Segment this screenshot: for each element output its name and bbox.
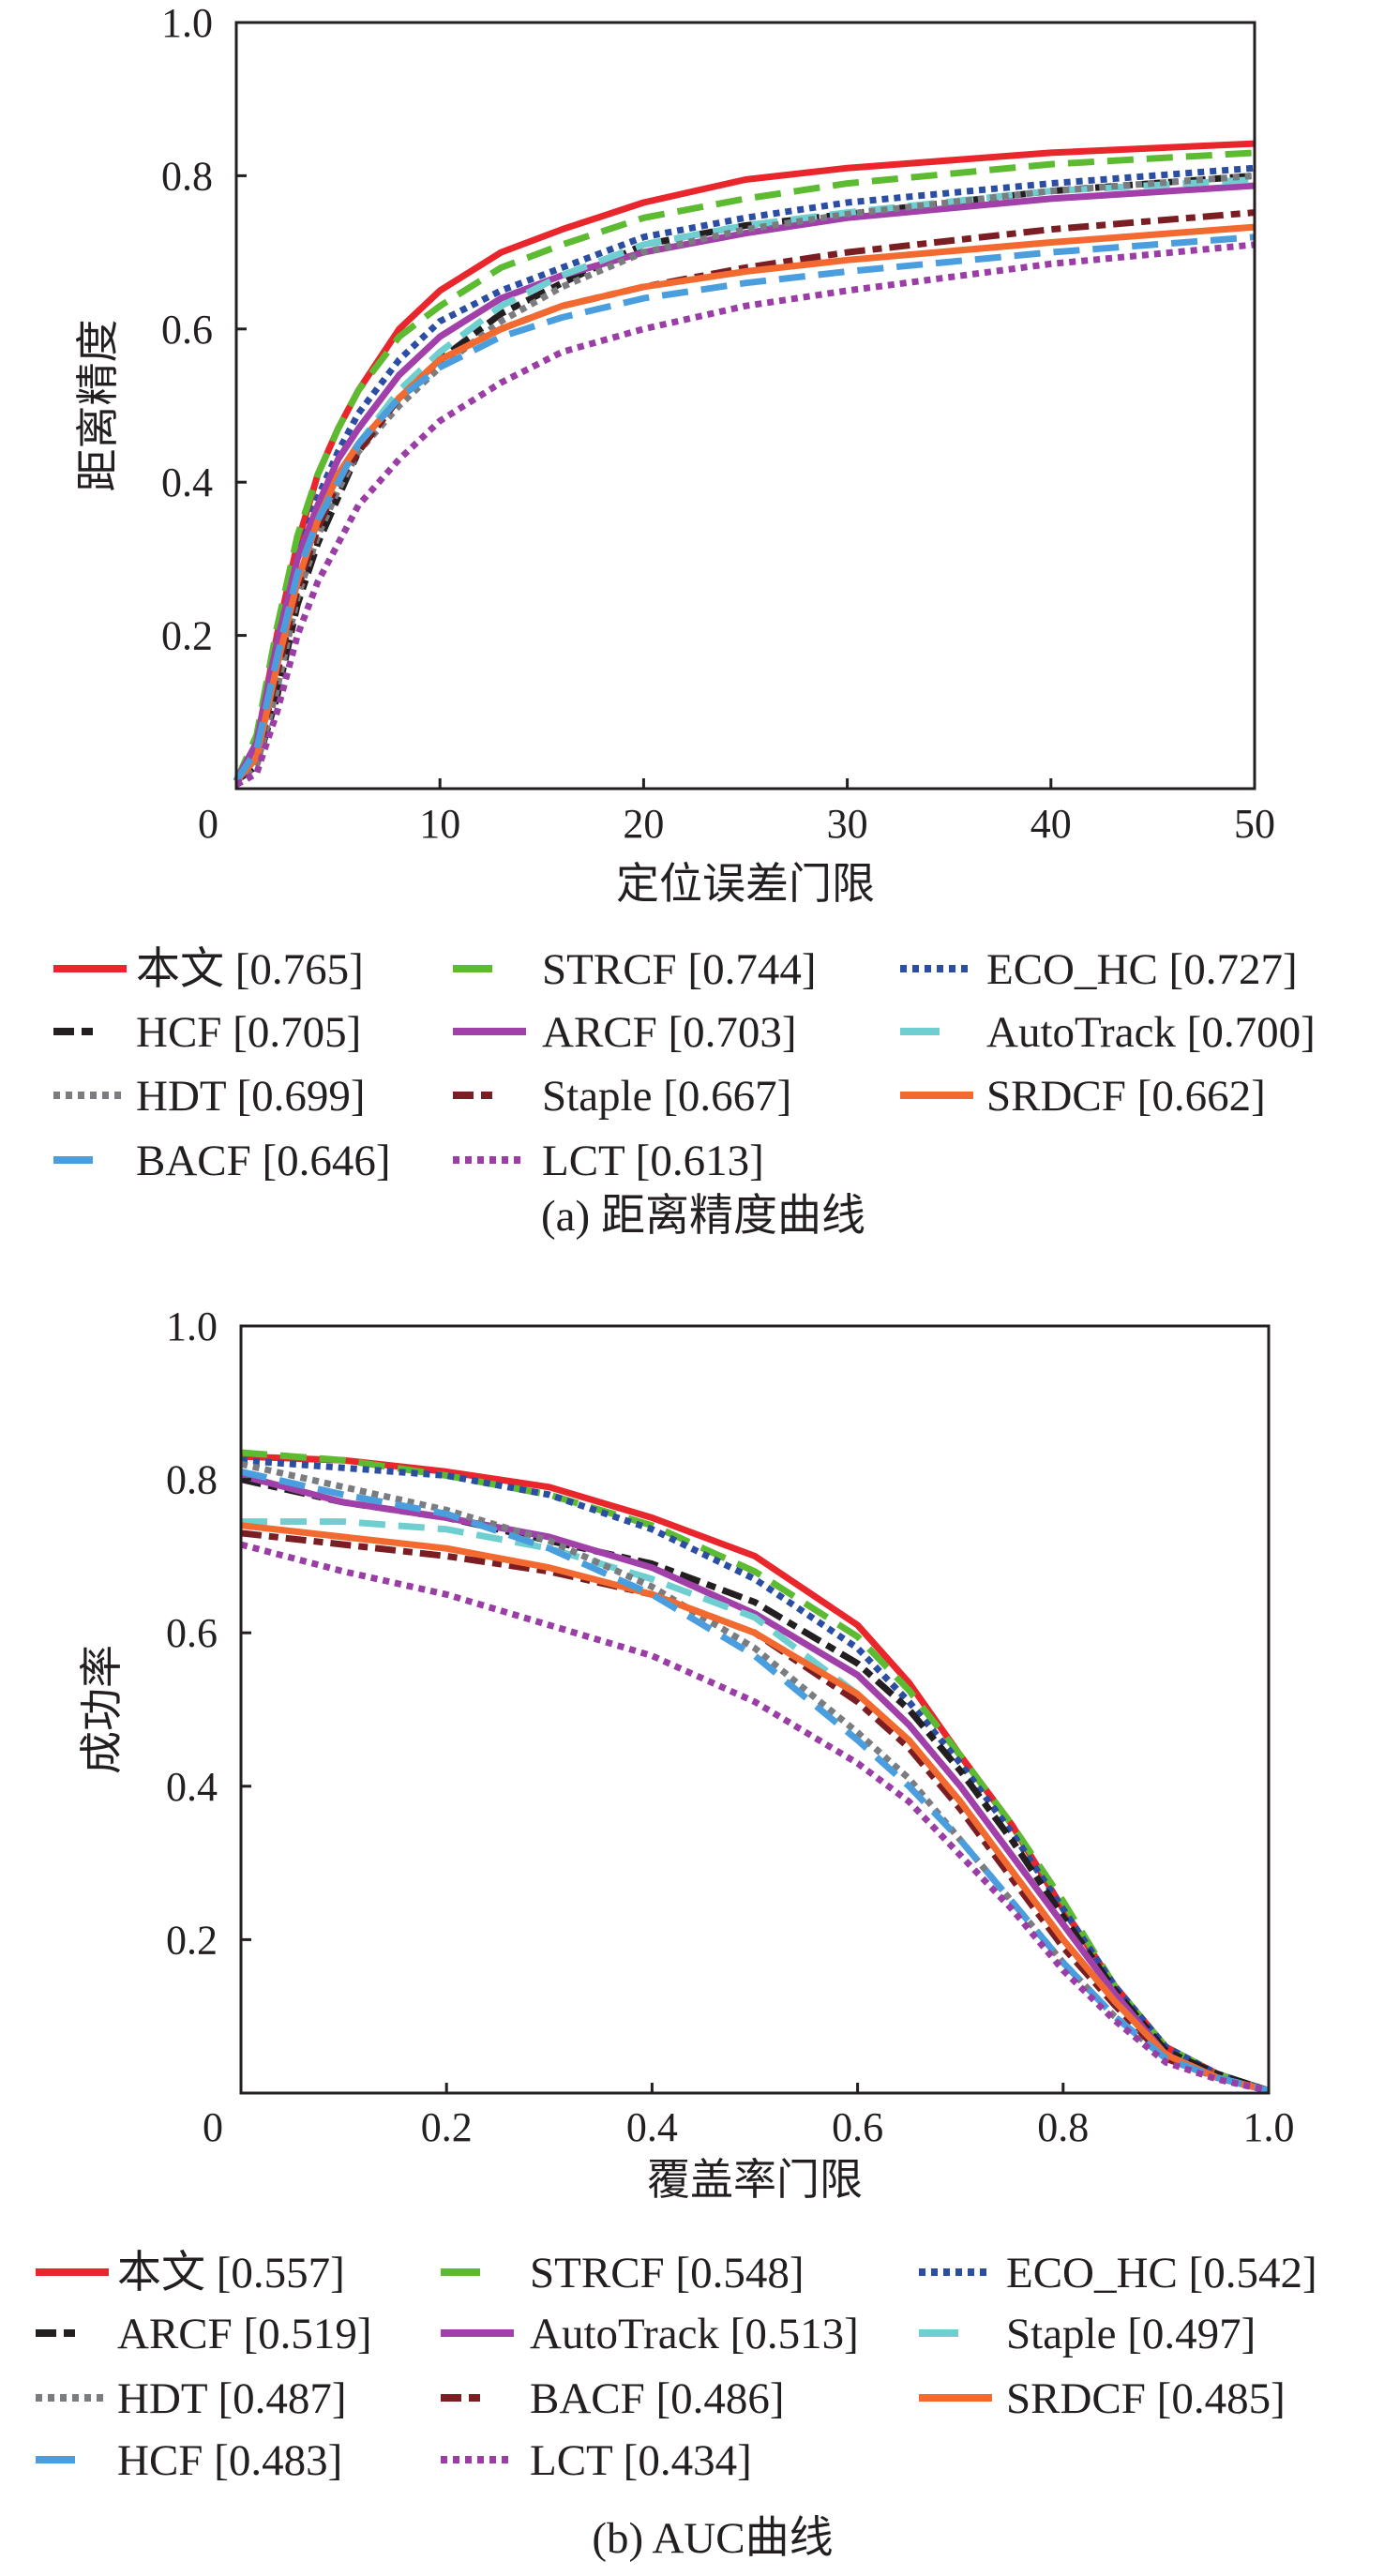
legend-label: ARCF [0.519] bbox=[117, 2310, 372, 2358]
legend-item: ECO_HC [0.727] bbox=[900, 945, 1298, 994]
series-line-10 bbox=[234, 241, 1256, 788]
y-axis-label: 成功率 bbox=[78, 1645, 126, 1774]
legend-label: STRCF [0.744] bbox=[542, 945, 817, 994]
series-line-1 bbox=[233, 149, 1256, 783]
x-tick-label: 1.0 bbox=[1243, 2104, 1295, 2150]
legend-item: HCF [0.705] bbox=[53, 1008, 361, 1057]
y-tick-label: 0.4 bbox=[161, 459, 213, 505]
chart-1: 0 0.2 0.4 0.6 0.8 1.0 0.2 0.4 0.6 0.8 1.0 覆盖率门限 成功率本… bbox=[36, 1303, 1317, 2563]
x-axis-label: 覆盖率门限 bbox=[647, 2156, 863, 2204]
chart-caption: (b) AUC曲线 bbox=[592, 2514, 833, 2563]
legend-item: AutoTrack [0.513] bbox=[441, 2310, 859, 2358]
x-tick-label: 0.2 bbox=[421, 2104, 473, 2150]
series-line-8 bbox=[240, 1522, 1270, 2094]
x-tick-label: 30 bbox=[827, 801, 868, 847]
legend-label: SRDCF [0.485] bbox=[1006, 2374, 1286, 2423]
plot-frame bbox=[239, 1324, 1271, 2095]
y-tick-label: 0.8 bbox=[166, 1457, 218, 1503]
legend-label: 本文 [0.557] bbox=[117, 2249, 345, 2297]
x-tick-label: 0.8 bbox=[1037, 2104, 1089, 2150]
legend-label: ECO_HC [0.542] bbox=[1006, 2249, 1317, 2297]
legend-item: ARCF [0.703] bbox=[453, 1008, 797, 1057]
legend-label: HDT [0.699] bbox=[136, 1072, 366, 1121]
y-tick-label: 0.2 bbox=[161, 613, 213, 659]
legend-label: SRDCF [0.662] bbox=[986, 1072, 1266, 1121]
legend-label: Staple [0.667] bbox=[542, 1072, 791, 1121]
legend-item: BACF [0.646] bbox=[53, 1137, 391, 1185]
legend-label: BACF [0.646] bbox=[136, 1137, 391, 1185]
x-tick-label: 10 bbox=[419, 801, 460, 847]
legend-label: STRCF [0.548] bbox=[530, 2249, 805, 2297]
x-axis-label: 定位误差门限 bbox=[616, 860, 875, 908]
series-line-9 bbox=[233, 233, 1256, 783]
legend-item: HDT [0.487] bbox=[36, 2374, 347, 2423]
legend: 本文 [0.765] STRCF [0.744] ECO_HC [0.727] HCF… bbox=[53, 945, 1316, 1185]
legend-item: ARCF [0.519] bbox=[36, 2310, 372, 2358]
legend-label: HDT [0.487] bbox=[117, 2374, 347, 2423]
legend-item: HCF [0.483] bbox=[36, 2436, 342, 2485]
legend-label: 本文 [0.765] bbox=[136, 945, 364, 994]
legend-label: HCF [0.705] bbox=[136, 1008, 361, 1057]
legend-item: 本文 [0.557] bbox=[36, 2249, 345, 2297]
x-tick-label: 40 bbox=[1030, 801, 1072, 847]
legend-item: SRDCF [0.485] bbox=[919, 2374, 1286, 2423]
y-tick-label: 0.2 bbox=[166, 1917, 218, 1963]
legend-item: STRCF [0.548] bbox=[441, 2249, 805, 2297]
y-tick-label: 0.4 bbox=[166, 1764, 218, 1810]
legend-label: LCT [0.434] bbox=[530, 2436, 752, 2485]
y-tick-label: 0.6 bbox=[166, 1610, 218, 1656]
legend-label: HCF [0.483] bbox=[117, 2436, 342, 2485]
chart-caption: (a) 距离精度曲线 bbox=[541, 1192, 865, 1241]
series-line-1 bbox=[240, 1449, 1271, 2094]
legend-item: 本文 [0.765] bbox=[53, 945, 364, 994]
series-line-7 bbox=[233, 209, 1256, 784]
legend-item: HDT [0.699] bbox=[53, 1072, 366, 1121]
legend-label: LCT [0.613] bbox=[542, 1137, 764, 1185]
legend-item: Staple [0.497] bbox=[919, 2310, 1256, 2358]
legend-label: ARCF [0.703] bbox=[542, 1008, 797, 1057]
x-tick-label: 0.6 bbox=[832, 2104, 883, 2150]
legend-item: BACF [0.486] bbox=[441, 2374, 785, 2423]
legend-label: BACF [0.486] bbox=[530, 2374, 785, 2423]
x-tick-label: 50 bbox=[1234, 801, 1275, 847]
y-tick-label: 0.6 bbox=[161, 307, 213, 353]
series-line-8 bbox=[233, 223, 1256, 784]
legend-label: Staple [0.497] bbox=[1006, 2310, 1256, 2358]
legend-item: AutoTrack [0.700] bbox=[900, 1008, 1316, 1057]
y-axis-label: 距离精度 bbox=[74, 320, 122, 492]
legend-item: SRDCF [0.662] bbox=[900, 1072, 1266, 1121]
legend-item: LCT [0.434] bbox=[441, 2436, 752, 2485]
legend-label: AutoTrack [0.700] bbox=[986, 1008, 1316, 1057]
legend-item: LCT [0.613] bbox=[453, 1137, 764, 1185]
legend: 本文 [0.557] STRCF [0.548] ECO_HC [0.542] ARC… bbox=[36, 2249, 1317, 2485]
legend-item: Staple [0.667] bbox=[453, 1072, 791, 1121]
legend-item: STRCF [0.744] bbox=[453, 945, 817, 994]
series-line-10 bbox=[240, 1541, 1270, 2094]
legend-label: ECO_HC [0.727] bbox=[986, 945, 1298, 994]
series-line-4 bbox=[233, 182, 1256, 783]
plot-frame bbox=[234, 21, 1256, 791]
legend-label: AutoTrack [0.513] bbox=[530, 2310, 859, 2358]
y-tick-label: 0.8 bbox=[161, 153, 213, 199]
y-tick-label: 1.0 bbox=[161, 0, 213, 46]
x-tick-label: 0 bbox=[203, 2104, 223, 2150]
legend-item: ECO_HC [0.542] bbox=[919, 2249, 1317, 2297]
y-tick-label: 1.0 bbox=[166, 1303, 218, 1349]
x-tick-label: 0 bbox=[198, 801, 218, 847]
x-tick-label: 0.4 bbox=[626, 2104, 678, 2150]
x-tick-label: 20 bbox=[623, 801, 664, 847]
